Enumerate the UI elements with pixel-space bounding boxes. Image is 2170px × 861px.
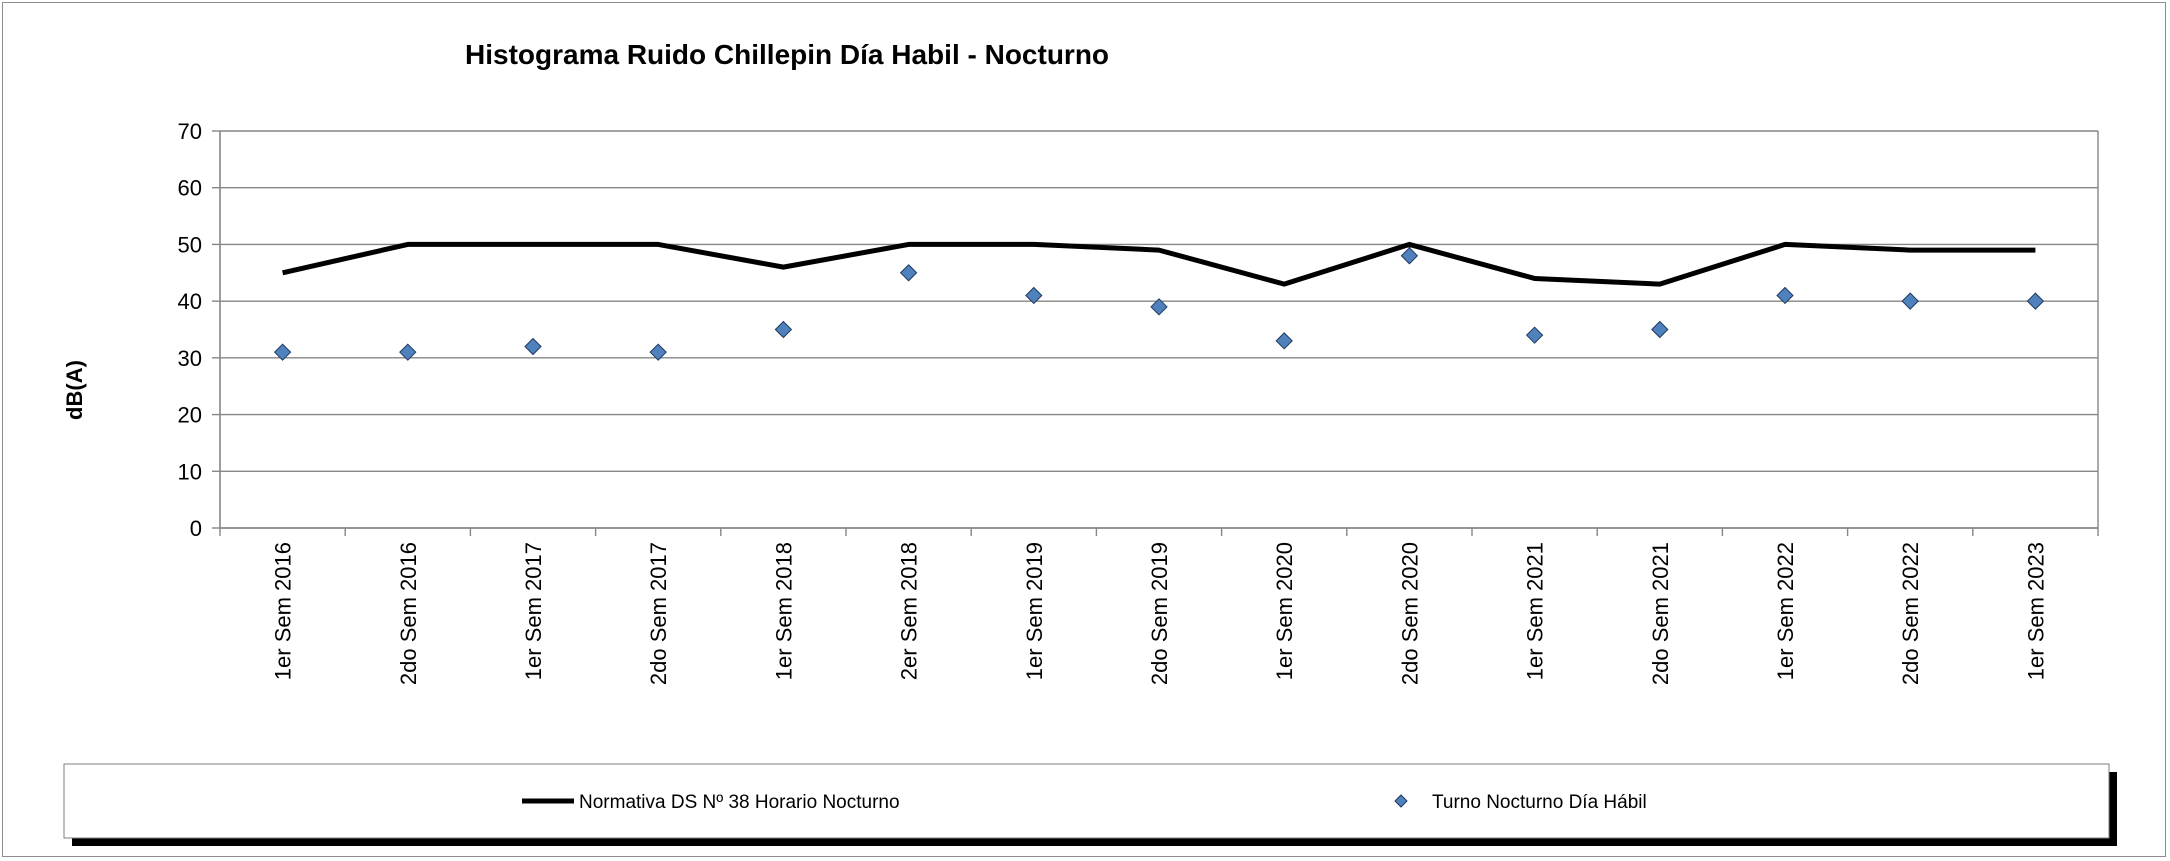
data-point-diamond: [273, 343, 292, 361]
legend-label-normativa: Normativa DS Nº 38 Horario Nocturno: [579, 792, 900, 813]
data-point-diamond: [1525, 326, 1544, 344]
y-tick-label: 0: [190, 516, 202, 541]
x-tick-label: 1er Sem 2016: [271, 542, 296, 680]
y-tick-label: 20: [178, 403, 202, 428]
x-tick-label: 2do Sem 2016: [396, 542, 421, 685]
chart-title: Histograma Ruido Chillepin Día Habil - N…: [465, 39, 1109, 70]
data-point-diamond: [1901, 292, 1919, 310]
data-point-diamond: [2026, 292, 2045, 310]
x-tick-label: 2do Sem 2020: [1397, 542, 1422, 685]
y-tick-label: 40: [178, 289, 202, 314]
y-tick-label: 70: [178, 119, 202, 144]
x-tick-label: 1er Sem 2019: [1022, 542, 1047, 680]
legend-diamond-swatch: [1394, 794, 1408, 808]
x-tick-label: 2do Sem 2021: [1648, 542, 1673, 685]
data-point-diamond: [1400, 247, 1419, 265]
x-tick-label: 1er Sem 2018: [771, 542, 796, 680]
data-point-diamond: [649, 343, 667, 361]
series-line-normativa: [282, 241, 2036, 287]
legend: Normativa DS Nº 38 Horario Nocturno Turno…: [63, 763, 2117, 846]
series: [273, 241, 2045, 361]
legend-box: [63, 763, 2110, 839]
gridlines: [220, 130, 2099, 529]
data-point-diamond: [1025, 286, 1043, 305]
data-point-diamond: [1776, 286, 1794, 305]
y-tick-label: 50: [178, 232, 202, 257]
data-point-diamond: [1651, 320, 1669, 339]
x-tick-label: 2er Sem 2018: [897, 542, 922, 680]
x-tick-label: 2do Sem 2017: [646, 542, 671, 685]
x-tick-label: 1er Sem 2017: [521, 542, 546, 680]
y-tick-label: 10: [178, 459, 202, 484]
data-point-diamond: [524, 337, 542, 356]
x-tick-label: 1er Sem 2021: [1523, 542, 1548, 680]
x-tick-label: 1er Sem 2022: [1773, 542, 1798, 680]
x-tick-label: 1er Sem 2023: [2023, 542, 2048, 680]
data-point-diamond: [1150, 298, 1168, 316]
axes: 0 10 20 30 40 50 60 70 1er Sem 2016 2do Sem 2016 1…: [178, 119, 2099, 685]
data-point-diamond: [899, 264, 918, 282]
y-tick-label: 60: [178, 176, 202, 201]
data-point-diamond: [774, 320, 793, 339]
x-tick-label: 2do Sem 2022: [1898, 542, 1923, 685]
data-point-diamond: [399, 343, 417, 361]
y-tick-label: 30: [178, 346, 202, 371]
x-tick-label: 1er Sem 2020: [1272, 542, 1297, 680]
y-axis-label: dB(A): [62, 360, 87, 420]
legend-label-turno: Turno Nocturno Día Hábil: [1432, 792, 1647, 813]
x-tick-label: 2do Sem 2019: [1147, 542, 1172, 685]
data-point-diamond: [1275, 332, 1293, 350]
